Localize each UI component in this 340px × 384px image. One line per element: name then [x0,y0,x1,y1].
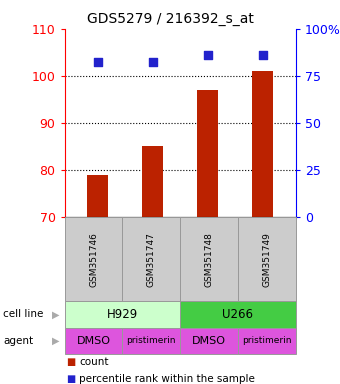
Bar [252,71,273,217]
Text: cell line: cell line [3,310,44,319]
Text: percentile rank within the sample: percentile rank within the sample [79,374,255,384]
Text: ▶: ▶ [52,336,60,346]
Text: ▶: ▶ [52,310,60,319]
Text: agent: agent [3,336,34,346]
Text: DMSO: DMSO [76,336,110,346]
Text: GSM351749: GSM351749 [262,232,271,286]
Text: pristimerin: pristimerin [242,336,292,345]
Text: GSM351746: GSM351746 [89,232,98,286]
Point [150,59,155,65]
Text: ■: ■ [66,374,75,384]
Text: GSM351747: GSM351747 [147,232,156,286]
Text: U266: U266 [222,308,254,321]
Point [205,51,210,58]
Point [95,59,100,65]
Point [260,51,266,58]
Text: H929: H929 [107,308,138,321]
Text: DMSO: DMSO [192,336,226,346]
Bar [142,146,163,217]
Text: ■: ■ [66,357,75,367]
Bar [197,90,218,217]
Text: count: count [79,357,109,367]
Text: GSM351748: GSM351748 [205,232,214,286]
Text: GDS5279 / 216392_s_at: GDS5279 / 216392_s_at [87,12,253,26]
Text: pristimerin: pristimerin [126,336,176,345]
Bar [87,175,108,217]
